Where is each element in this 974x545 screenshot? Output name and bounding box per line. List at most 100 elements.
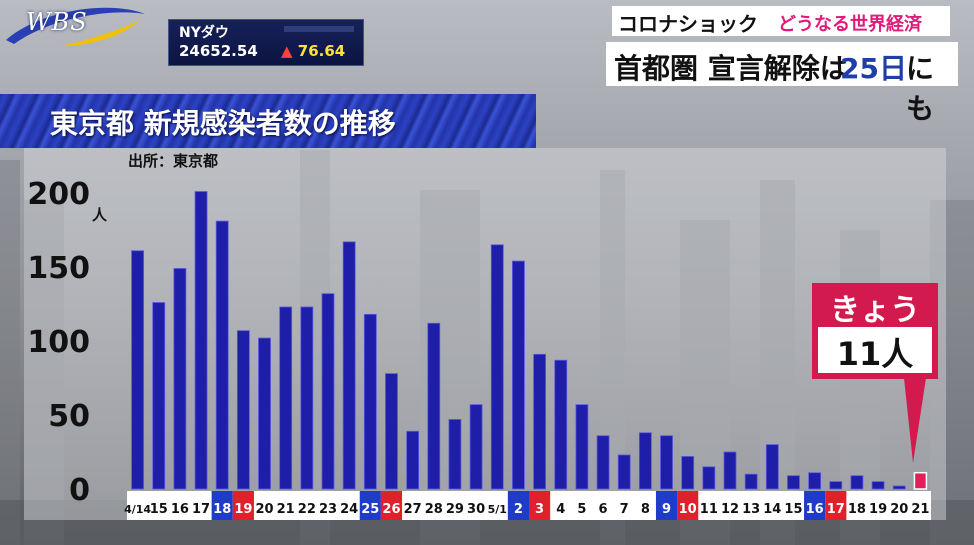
bar (871, 481, 885, 490)
x-tick-label: 17 (192, 502, 210, 517)
x-tick-label: 29 (446, 502, 464, 517)
bar (808, 472, 822, 490)
x-tick-label: 20 (890, 502, 908, 517)
bar (660, 435, 673, 490)
x-tick-label: 3 (535, 502, 544, 517)
today-label: きょう (830, 293, 920, 328)
sunday-marker (380, 491, 403, 520)
bar (723, 451, 737, 490)
saturday-marker (804, 491, 826, 520)
sunday-marker (529, 491, 551, 520)
x-tick-label: 5/1 (488, 503, 507, 516)
bar (406, 430, 420, 490)
bar (279, 306, 293, 490)
today-value: 11人 (836, 335, 914, 373)
x-tick-label: 13 (742, 502, 760, 517)
x-tick-label: 16 (806, 502, 824, 517)
bar (321, 293, 335, 490)
topic-banner: コロナショック どうなる世界経済 (612, 6, 950, 36)
bar (765, 444, 779, 490)
logo-swoosh-icon (6, 7, 145, 46)
x-tick-label: 6 (599, 502, 608, 517)
y-tick-label: 50 (48, 399, 90, 434)
bar (448, 419, 462, 490)
bar (173, 268, 187, 490)
x-tick-label: 5 (577, 502, 586, 517)
bar (152, 302, 166, 490)
bar (363, 313, 377, 490)
bar (215, 220, 229, 490)
bar (829, 481, 843, 490)
x-tick-label: 22 (298, 502, 316, 517)
saturday-marker (359, 491, 381, 520)
bar (342, 241, 356, 490)
bar (490, 244, 504, 490)
y-tick-label: 0 (69, 473, 90, 508)
headline-text-b: 25日 (840, 52, 907, 85)
chart-source: 出所：東京都 (128, 152, 219, 170)
headline-text-c: にも (906, 52, 935, 125)
ticker-change-value: 76.64 (297, 42, 346, 60)
bar (681, 456, 695, 490)
bar (850, 475, 864, 490)
x-tick-label: 10 (679, 502, 697, 517)
x-tick-label: 30 (467, 502, 485, 517)
bar (236, 330, 250, 490)
x-tick-label: 12 (721, 502, 739, 517)
bar (533, 353, 546, 490)
bar (892, 485, 906, 490)
x-tick-label: 20 (255, 502, 273, 517)
x-tick-label: 16 (171, 502, 189, 517)
x-tick-label: 7 (620, 502, 629, 517)
ticker-value: 24652.54 (179, 42, 258, 60)
x-tick-label: 8 (641, 502, 650, 517)
bar (512, 260, 525, 490)
x-tick-label: 23 (319, 502, 337, 517)
saturday-marker (507, 491, 529, 520)
x-tick-label: 19 (869, 502, 887, 517)
x-tick-label: 11 (700, 502, 718, 517)
bar (575, 404, 589, 490)
x-tick-label: 15 (784, 502, 802, 517)
subtopic-label: どうなる世界経済 (778, 14, 922, 35)
ticker-name: NYダウ (179, 25, 229, 41)
headline-text-a: 首都圏 宣言解除は (614, 52, 848, 85)
channel-logo: WBS (0, 0, 150, 52)
x-tick-label: 15 (150, 502, 168, 517)
y-tick-label: 200 (27, 177, 90, 212)
x-tick-label: 25 (361, 502, 379, 517)
stock-ticker: NYダウ 24652.54 ▲ 76.64 (168, 19, 364, 66)
x-tick-label: 19 (234, 502, 252, 517)
x-tick-label: 21 (911, 502, 929, 517)
sunday-marker (825, 491, 847, 520)
x-tick-label: 4 (556, 502, 565, 517)
saturday-marker (211, 491, 233, 520)
bar (385, 373, 398, 490)
x-tick-label: 9 (662, 502, 671, 517)
x-tick-label: 18 (848, 502, 866, 517)
x-tick-label: 24 (340, 502, 358, 517)
ticker-change: ▲ 76.64 (281, 42, 345, 60)
logo-text: WBS (26, 8, 88, 36)
x-tick-label: 28 (425, 502, 443, 517)
y-tick-label: 100 (27, 325, 90, 360)
x-tick-label: 17 (827, 502, 845, 517)
bar (744, 473, 758, 490)
bar (638, 432, 652, 490)
topic-label: コロナショック (618, 12, 758, 36)
bar (913, 471, 928, 490)
bar (787, 475, 800, 490)
x-tick-label: 26 (382, 502, 400, 517)
bar (194, 191, 208, 490)
x-tick-label: 2 (514, 502, 523, 517)
sunday-marker (232, 491, 254, 520)
x-tick-label: 14 (763, 502, 781, 517)
up-triangle-icon: ▲ (281, 42, 293, 60)
ticker-scroll-bar (284, 26, 354, 32)
bar (300, 306, 314, 490)
bar (469, 404, 483, 490)
bar (554, 359, 568, 490)
today-callout: きょう 11人 (812, 283, 938, 379)
